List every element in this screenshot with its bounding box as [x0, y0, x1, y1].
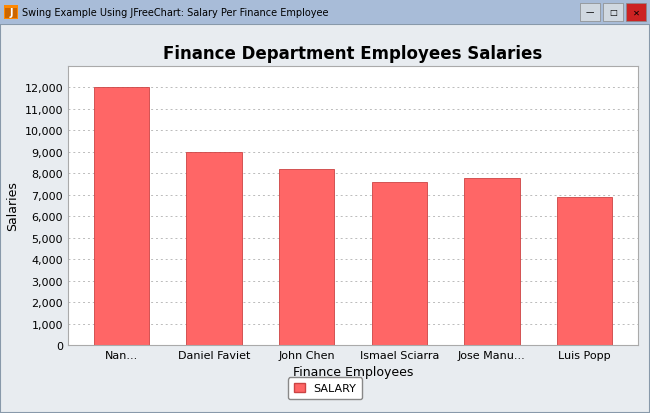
- Title: Finance Department Employees Salaries: Finance Department Employees Salaries: [163, 45, 543, 62]
- Text: ✕: ✕: [632, 9, 640, 17]
- Text: Swing Example Using JFreeChart: Salary Per Finance Employee: Swing Example Using JFreeChart: Salary P…: [22, 7, 328, 17]
- Bar: [94, 88, 150, 345]
- Bar: [603, 4, 623, 22]
- Bar: [464, 178, 519, 345]
- Bar: [4, 6, 18, 20]
- Legend: SALARY: SALARY: [288, 377, 362, 399]
- Bar: [556, 197, 612, 345]
- Bar: [279, 170, 335, 345]
- Bar: [5, 9, 17, 19]
- Y-axis label: Salaries: Salaries: [6, 181, 19, 231]
- Bar: [580, 4, 600, 22]
- X-axis label: Finance Employees: Finance Employees: [292, 366, 413, 378]
- Text: —: —: [586, 9, 594, 17]
- Bar: [372, 183, 427, 345]
- Text: J: J: [9, 8, 13, 18]
- Bar: [626, 4, 646, 22]
- Bar: [187, 152, 242, 345]
- Text: □: □: [609, 9, 617, 17]
